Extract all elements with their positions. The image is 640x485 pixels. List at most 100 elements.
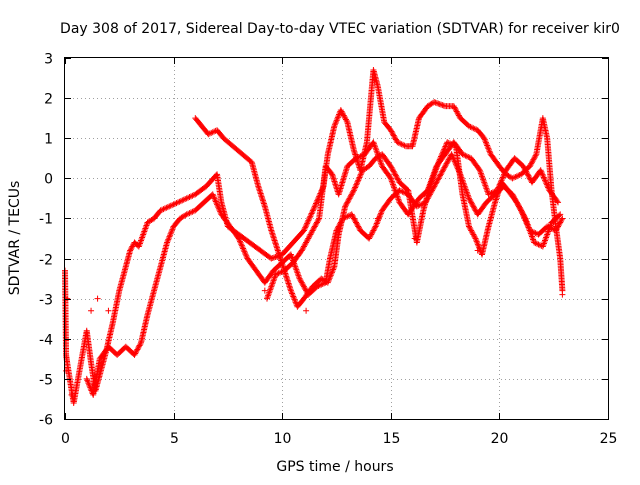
data-point-track-b [210, 192, 217, 199]
data-point-track-b [436, 173, 443, 180]
data-point-track-a [177, 198, 184, 205]
data-point-track-b [165, 236, 172, 243]
data-point-track-c [288, 289, 295, 296]
data-point-track-d [526, 173, 533, 180]
data-point-track-a [159, 206, 166, 213]
x-tick-label: 15 [383, 431, 401, 447]
data-point-track-a [401, 142, 408, 149]
data-point-track-d [309, 227, 316, 234]
data-point-track-c [534, 240, 541, 247]
data-point-track-b [243, 252, 250, 259]
data-point-track-b [300, 283, 307, 290]
data-point-track-b [132, 349, 139, 356]
data-point-track-a [455, 112, 462, 119]
data-point-track-c [518, 207, 525, 214]
data-point-track-c [532, 240, 539, 247]
data-point-track-a [333, 117, 340, 124]
data-point-track-a [440, 102, 447, 109]
data-point-track-c [468, 227, 475, 234]
data-point-track-a [485, 145, 492, 152]
data-point-track-b [443, 160, 450, 167]
data-point-track-c [469, 230, 476, 237]
data-point-track-b [350, 215, 357, 222]
data-point-track-d [355, 153, 362, 160]
data-point-track-d [306, 232, 313, 239]
data-point-track-c [389, 167, 396, 174]
data-point-track-a [468, 124, 475, 131]
data-point-track-b [378, 208, 385, 215]
data-point-track-d [540, 174, 547, 181]
data-point-track-b [434, 178, 441, 185]
data-point-track-a [333, 118, 340, 125]
data-point-track-b [372, 223, 379, 230]
data-point-track-b [444, 159, 451, 166]
data-point-track-c [328, 269, 335, 276]
data-point-track-a [185, 194, 192, 201]
data-point-track-c [519, 210, 526, 217]
data-point-track-c [355, 177, 362, 184]
data-point-track-c [517, 206, 524, 213]
data-point-track-a [387, 127, 394, 134]
data-point-track-a [438, 101, 445, 108]
data-point-track-d [300, 243, 307, 250]
data-point-track-b [376, 214, 383, 221]
y-tick-label: -4 [39, 333, 53, 349]
data-point-track-b [237, 238, 244, 245]
data-point-track-b [435, 175, 442, 182]
data-point-track-a [129, 243, 136, 250]
data-point-track-c [326, 275, 333, 282]
data-point-track-d [540, 173, 547, 180]
data-point-track-c [205, 131, 212, 138]
data-point-track-b [236, 236, 243, 243]
data-point-track-b [366, 235, 373, 242]
data-point-track-d [494, 187, 501, 194]
data-point-track-a [334, 114, 341, 121]
data-point-track-b [433, 179, 440, 186]
data-point-track-b [235, 235, 242, 242]
data-point-track-b [216, 207, 223, 214]
data-point-track-c [327, 273, 334, 280]
data-point-track-b [238, 241, 245, 248]
data-point-track-d [463, 153, 470, 160]
data-point-track-c [475, 242, 482, 249]
data-point-track-b [349, 212, 356, 219]
y-tick-label: -2 [39, 253, 53, 269]
data-point-track-c [357, 173, 364, 180]
data-point-track-c [390, 168, 397, 175]
data-point-track-b [444, 157, 451, 164]
data-point-track-d [494, 185, 501, 192]
data-point-track-a [454, 109, 461, 116]
data-point-track-d [499, 174, 506, 181]
data-point-track-b [552, 227, 559, 234]
data-point-track-c [352, 184, 359, 191]
data-point-track-d [523, 169, 530, 176]
data-point-track-b [87, 384, 94, 391]
data-point-track-a [342, 115, 349, 122]
y-tick-label: -5 [39, 373, 53, 389]
data-point-track-b [316, 282, 323, 289]
data-points [62, 67, 566, 406]
data-point-track-b [166, 233, 173, 240]
data-point-track-a [269, 255, 276, 262]
data-point-track-a [436, 101, 443, 108]
data-point-track-b [553, 226, 560, 233]
data-point-track-a [452, 107, 459, 114]
data-point-track-c [354, 178, 361, 185]
data-point-track-b [136, 342, 143, 349]
data-point-track-a [467, 123, 474, 130]
data-point-track-c [392, 172, 399, 179]
data-point-track-b [164, 238, 171, 245]
data-point-track-b [471, 206, 478, 213]
data-point-track-b [434, 176, 441, 183]
data-point-track-b [185, 210, 192, 217]
data-point-track-b [465, 195, 472, 202]
data-point-track-a [388, 128, 395, 135]
data-point-track-b [469, 202, 476, 209]
data-point-track-b [189, 208, 196, 215]
data-point-track-a [310, 206, 317, 213]
data-point-outliers [303, 307, 310, 314]
data-point-track-c [349, 190, 356, 197]
data-point-track-c [358, 170, 365, 177]
data-point-track-c [388, 164, 395, 171]
data-point-track-c [394, 175, 401, 182]
